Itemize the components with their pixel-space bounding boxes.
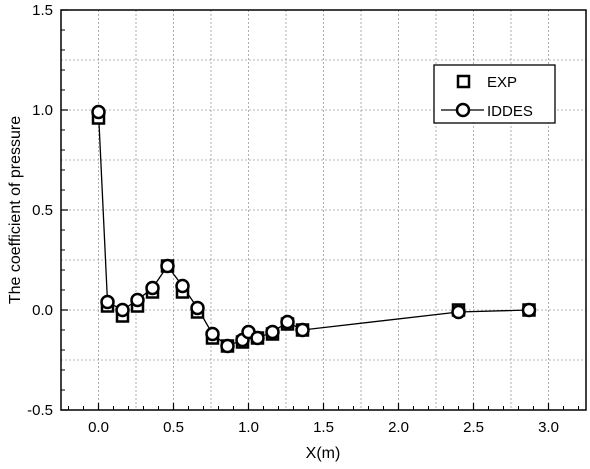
- data-point-iddes: [250, 330, 265, 346]
- data-point-iddes: [280, 314, 295, 330]
- data-point-iddes: [451, 304, 466, 320]
- x-tick-label: 2.0: [388, 419, 409, 436]
- y-tick-label: 0.0: [32, 302, 53, 319]
- y-tick-label: 1.0: [32, 102, 53, 119]
- legend: EXP IDDES: [433, 64, 556, 124]
- x-tick-label: 1.5: [313, 419, 334, 436]
- data-point-iddes: [160, 258, 175, 274]
- legend-iddes-marker: [455, 102, 471, 118]
- data-point-iddes: [175, 278, 190, 294]
- y-tick-label: 0.5: [32, 202, 53, 219]
- x-tick-label: 0.0: [88, 419, 109, 436]
- y-axis-title: The coefficient of pressure: [7, 116, 24, 304]
- x-axis-title: X(m): [306, 445, 341, 462]
- data-point-iddes: [130, 292, 145, 308]
- y-tick-label: -0.5: [27, 402, 53, 419]
- legend-exp-label: EXP: [487, 74, 517, 91]
- data-point-iddes: [91, 104, 106, 120]
- data-point-iddes: [145, 280, 160, 296]
- legend-iddes-label: IDDES: [487, 103, 533, 120]
- data-point-iddes: [100, 294, 115, 310]
- legend-exp-marker: [456, 74, 471, 89]
- x-tick-label: 2.5: [463, 419, 484, 436]
- data-point-iddes: [190, 300, 205, 316]
- data-point-iddes: [115, 302, 130, 318]
- data-point-iddes: [521, 302, 537, 318]
- series-layer: [91, 104, 537, 354]
- data-point-iddes: [265, 324, 280, 340]
- plot-area-frame: [60, 9, 587, 411]
- data-point-iddes: [205, 326, 220, 342]
- legend-box: [433, 64, 556, 124]
- x-tick-label: 0.5: [163, 419, 184, 436]
- tick-labels: 0.0 0.5 1.0 1.5 2.0 2.5 3.0 -0.5 0.0 0.5 1.0 1.5: [27, 2, 559, 436]
- x-tick-label: 3.0: [538, 419, 559, 436]
- y-tick-label: 1.5: [32, 2, 53, 19]
- x-tick-label: 1.0: [238, 419, 259, 436]
- data-point-iddes: [220, 338, 235, 354]
- axis-ticks: [61, 9, 579, 411]
- data-point-iddes: [295, 322, 310, 338]
